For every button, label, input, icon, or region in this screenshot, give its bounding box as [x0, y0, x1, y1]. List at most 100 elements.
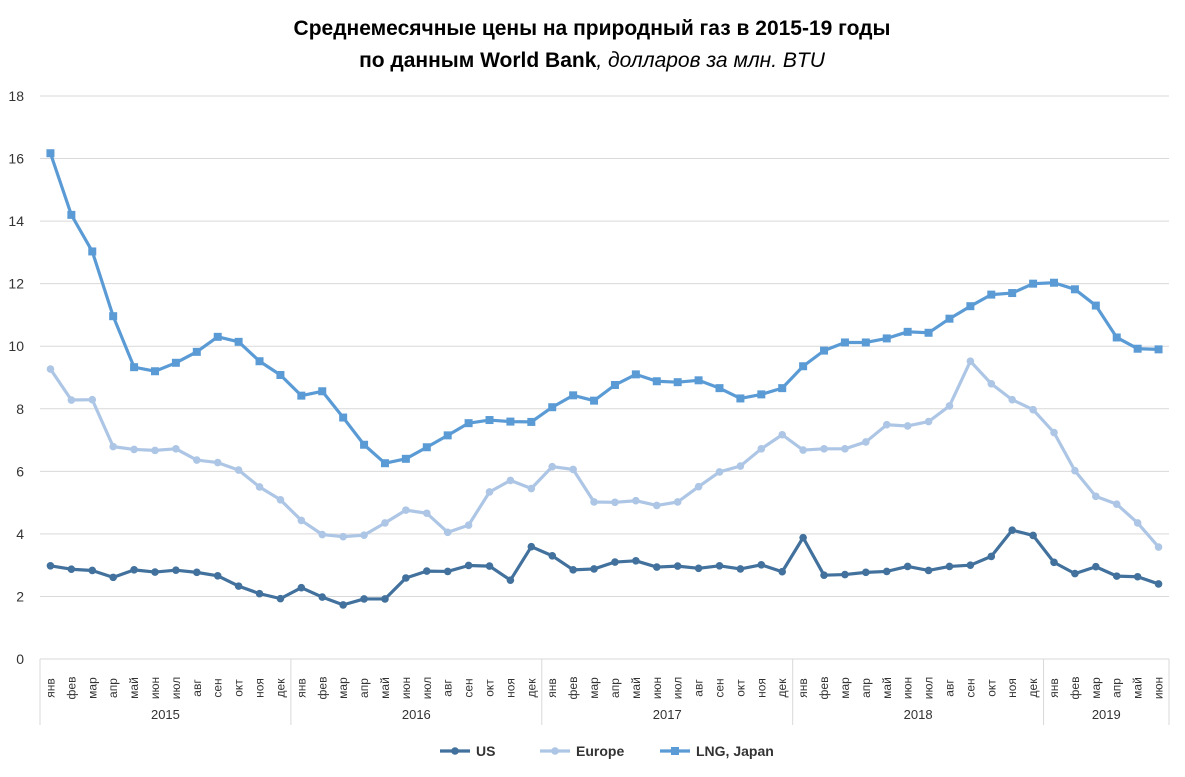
data-point	[276, 495, 285, 504]
data-point	[652, 563, 661, 571]
data-point	[778, 430, 787, 439]
x-tick-label: авг	[692, 679, 706, 697]
year-label: 2017	[653, 707, 682, 722]
x-tick-label: янв	[43, 678, 57, 698]
data-point	[820, 571, 828, 579]
data-point	[882, 420, 891, 429]
y-tick-label: 6	[16, 463, 24, 479]
data-point	[820, 445, 828, 453]
data-point	[527, 542, 536, 551]
x-tick-label: дек	[775, 678, 789, 698]
data-point	[1008, 395, 1016, 404]
data-point	[88, 566, 97, 575]
x-tick-label: сен	[462, 678, 476, 697]
data-point	[213, 458, 222, 467]
data-point	[945, 562, 954, 571]
data-point	[757, 561, 766, 569]
x-tick-label: апр	[357, 678, 371, 698]
x-tick-label: июл	[922, 677, 936, 699]
data-point	[1050, 278, 1059, 287]
legend: US Europe LNG, Japan	[440, 743, 774, 759]
data-point	[318, 387, 327, 396]
data-point	[694, 564, 703, 573]
gridlines	[40, 95, 1169, 660]
year-label: 2015	[151, 707, 180, 722]
x-tick-label: фев	[1068, 677, 1082, 700]
data-point	[548, 551, 557, 560]
data-point	[506, 576, 515, 584]
data-point	[862, 568, 870, 577]
data-point	[130, 445, 138, 454]
data-point	[506, 417, 515, 426]
data-point	[360, 440, 369, 449]
data-point	[1133, 344, 1142, 353]
data-point	[318, 593, 327, 601]
x-tick-label: июл	[420, 677, 434, 699]
data-point	[67, 210, 76, 219]
x-tick-label: авг	[441, 679, 455, 697]
data-point	[611, 558, 619, 566]
data-point	[380, 459, 389, 468]
data-point	[339, 413, 348, 422]
x-tick-label: май	[127, 677, 141, 699]
y-axis: 0 2 4 6 8 10 12 14 16 18	[8, 88, 24, 667]
x-tick-label: май	[1131, 677, 1145, 699]
data-point	[109, 312, 118, 321]
x-tick-label: окт	[483, 679, 497, 697]
data-point	[402, 506, 410, 514]
data-point	[694, 376, 703, 385]
x-tick-label: янв	[796, 678, 810, 698]
legend-marker	[671, 747, 679, 755]
legend-marker	[551, 747, 559, 755]
data-point	[255, 589, 264, 598]
data-point	[234, 337, 243, 346]
data-point	[882, 567, 891, 576]
data-point	[778, 567, 787, 576]
x-tick-label: май	[629, 677, 643, 699]
data-point	[631, 370, 640, 379]
x-tick-label: окт	[733, 679, 747, 697]
data-point	[234, 582, 243, 590]
legend-label: US	[476, 743, 495, 759]
data-point	[632, 496, 640, 505]
data-point	[318, 530, 327, 539]
year-label: 2016	[402, 707, 431, 722]
x-tick-label: сен	[211, 678, 225, 697]
legend-label: Europe	[576, 743, 624, 759]
data-point	[1133, 519, 1142, 527]
x-tick-label: ноя	[503, 678, 517, 698]
data-point	[799, 533, 807, 542]
data-point	[443, 431, 452, 440]
legend-label: LNG, Japan	[696, 743, 774, 759]
data-point	[548, 403, 557, 412]
series-line	[48, 151, 1161, 465]
data-point	[841, 570, 849, 579]
y-tick-label: 12	[8, 276, 24, 292]
data-point	[464, 561, 473, 570]
data-point	[88, 395, 97, 404]
data-point	[192, 347, 201, 356]
x-tick-label: мар	[85, 677, 99, 699]
series-lng-japan	[46, 149, 1163, 468]
data-point	[945, 314, 954, 323]
series-lines	[46, 149, 1163, 609]
data-point	[255, 357, 264, 366]
data-point	[1154, 345, 1163, 354]
y-tick-label: 10	[8, 338, 24, 354]
x-tick-label: май	[378, 677, 392, 699]
data-point	[506, 476, 515, 485]
y-tick-label: 16	[8, 151, 24, 167]
x-tick-label: ноя	[253, 678, 267, 698]
data-point	[1071, 569, 1079, 578]
data-point	[924, 566, 933, 575]
data-point	[736, 462, 745, 470]
legend-item: Europe	[540, 743, 624, 759]
x-tick-label: мар	[1089, 677, 1103, 699]
x-axis: янв фев мар апр май июн июл авг сен окт ноя дек янв ф…	[39, 659, 1170, 725]
y-tick-label: 14	[8, 213, 24, 229]
data-point	[527, 417, 536, 426]
data-point	[673, 498, 682, 506]
data-point	[1112, 500, 1121, 508]
data-point	[485, 562, 494, 570]
data-point	[1008, 526, 1016, 534]
